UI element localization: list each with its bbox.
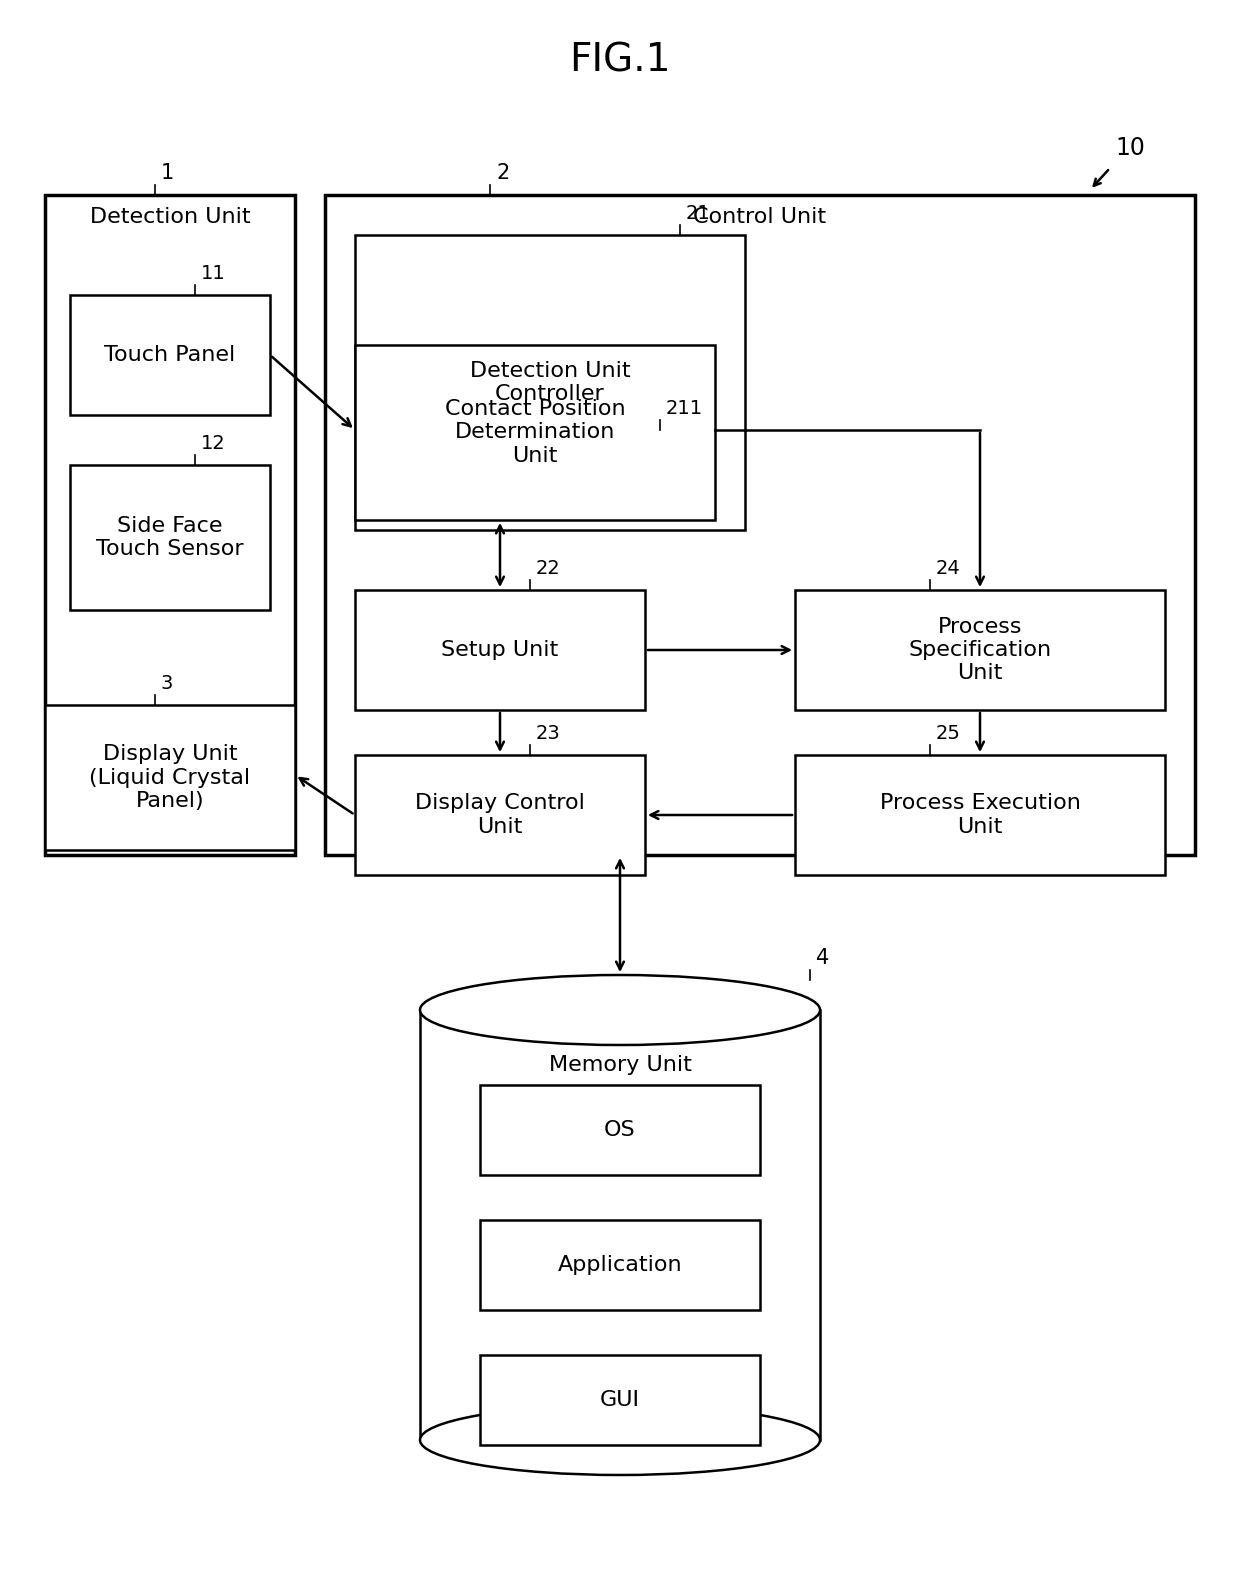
Text: Contact Position
Determination
Unit: Contact Position Determination Unit (445, 399, 625, 466)
Bar (69, 466, 270, 610)
Text: Side Face
Touch Sensor: Side Face Touch Sensor (97, 516, 244, 559)
Text: GUI: GUI (600, 1390, 640, 1409)
Text: Process
Specification
Unit: Process Specification Unit (909, 617, 1052, 683)
Bar (45, 706, 295, 850)
Bar (69, 296, 270, 415)
Text: 3: 3 (161, 674, 174, 693)
Text: Process Execution
Unit: Process Execution Unit (879, 793, 1080, 836)
Text: 2: 2 (496, 164, 510, 183)
Text: Application: Application (558, 1255, 682, 1274)
Text: 25: 25 (936, 725, 961, 744)
Text: 23: 23 (536, 725, 560, 744)
Text: 24: 24 (936, 559, 961, 578)
Text: Display Unit
(Liquid Crystal
Panel): Display Unit (Liquid Crystal Panel) (89, 744, 250, 810)
Text: Detection Unit: Detection Unit (89, 207, 250, 227)
Bar (355, 755, 645, 876)
Bar (45, 195, 295, 855)
Bar (795, 590, 1166, 710)
Text: 211: 211 (666, 399, 703, 418)
Ellipse shape (420, 976, 820, 1046)
Text: Detection Unit
Controller: Detection Unit Controller (470, 361, 630, 404)
Bar (355, 235, 745, 531)
Text: OS: OS (604, 1120, 636, 1139)
Bar (480, 1220, 760, 1309)
Text: 21: 21 (686, 203, 711, 222)
Bar (420, 1011, 820, 1440)
Text: 1: 1 (161, 164, 175, 183)
Text: Touch Panel: Touch Panel (104, 345, 236, 365)
Text: 11: 11 (201, 264, 226, 283)
Text: Display Control
Unit: Display Control Unit (415, 793, 585, 836)
Text: Control Unit: Control Unit (693, 207, 827, 227)
Text: 4: 4 (816, 949, 830, 968)
Bar (325, 195, 1195, 855)
Bar (795, 755, 1166, 876)
Bar (355, 590, 645, 710)
Bar (355, 345, 715, 520)
Text: FIG.1: FIG.1 (569, 41, 671, 79)
Bar (480, 1085, 760, 1174)
Text: Setup Unit: Setup Unit (441, 640, 559, 659)
Ellipse shape (420, 1405, 820, 1475)
Bar (480, 1355, 760, 1444)
Text: 12: 12 (201, 434, 226, 453)
Text: Memory Unit: Memory Unit (548, 1055, 692, 1076)
Text: 22: 22 (536, 559, 560, 578)
Text: 10: 10 (1115, 137, 1145, 160)
